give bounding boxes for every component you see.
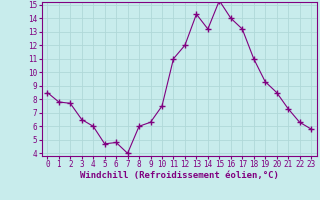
X-axis label: Windchill (Refroidissement éolien,°C): Windchill (Refroidissement éolien,°C) bbox=[80, 171, 279, 180]
